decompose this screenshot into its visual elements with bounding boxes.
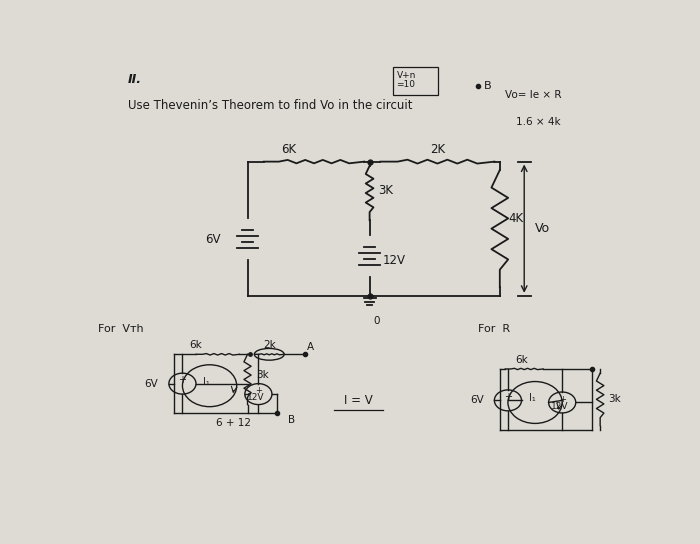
Text: 4K: 4K <box>508 212 523 225</box>
Text: A: A <box>307 342 314 352</box>
Text: I₁: I₁ <box>204 376 210 387</box>
Text: 1.6 × 4k: 1.6 × 4k <box>516 117 561 127</box>
Text: 6 + 12: 6 + 12 <box>216 418 251 429</box>
Text: +: + <box>178 375 186 385</box>
Text: B: B <box>484 81 491 91</box>
Text: 6V: 6V <box>144 379 158 388</box>
Text: V+n: V+n <box>397 71 416 80</box>
Text: =10: =10 <box>395 80 414 89</box>
Text: For  Vᴛh: For Vᴛh <box>98 324 144 334</box>
Text: 3k: 3k <box>256 370 268 380</box>
Text: 0: 0 <box>373 316 380 326</box>
Text: +: + <box>559 394 566 404</box>
Text: II.: II. <box>128 73 142 86</box>
Text: 12V: 12V <box>552 402 569 411</box>
Text: For  R: For R <box>478 324 510 334</box>
Text: 3K: 3K <box>378 184 393 197</box>
Text: B: B <box>288 416 295 425</box>
Text: 6V: 6V <box>205 233 220 245</box>
Text: 12V: 12V <box>383 254 406 267</box>
Text: Vo: Vo <box>535 222 550 235</box>
Text: Use Thevenin’s Theorem to find Vo in the circuit: Use Thevenin’s Theorem to find Vo in the… <box>128 98 413 112</box>
Text: 3k: 3k <box>608 394 621 404</box>
Text: 6V: 6V <box>470 395 484 405</box>
Text: 6k: 6k <box>515 355 528 365</box>
Text: 6K: 6K <box>281 143 296 156</box>
Text: Vo= Ie × R: Vo= Ie × R <box>505 90 561 100</box>
Text: I₁: I₁ <box>529 393 536 403</box>
Text: +: + <box>504 392 512 402</box>
Text: 2K: 2K <box>430 143 445 156</box>
Text: +: + <box>255 386 262 395</box>
Text: I = V: I = V <box>344 394 373 407</box>
Text: 12V: 12V <box>247 393 265 402</box>
Text: 6k: 6k <box>190 340 202 350</box>
Text: 2k: 2k <box>263 340 276 350</box>
